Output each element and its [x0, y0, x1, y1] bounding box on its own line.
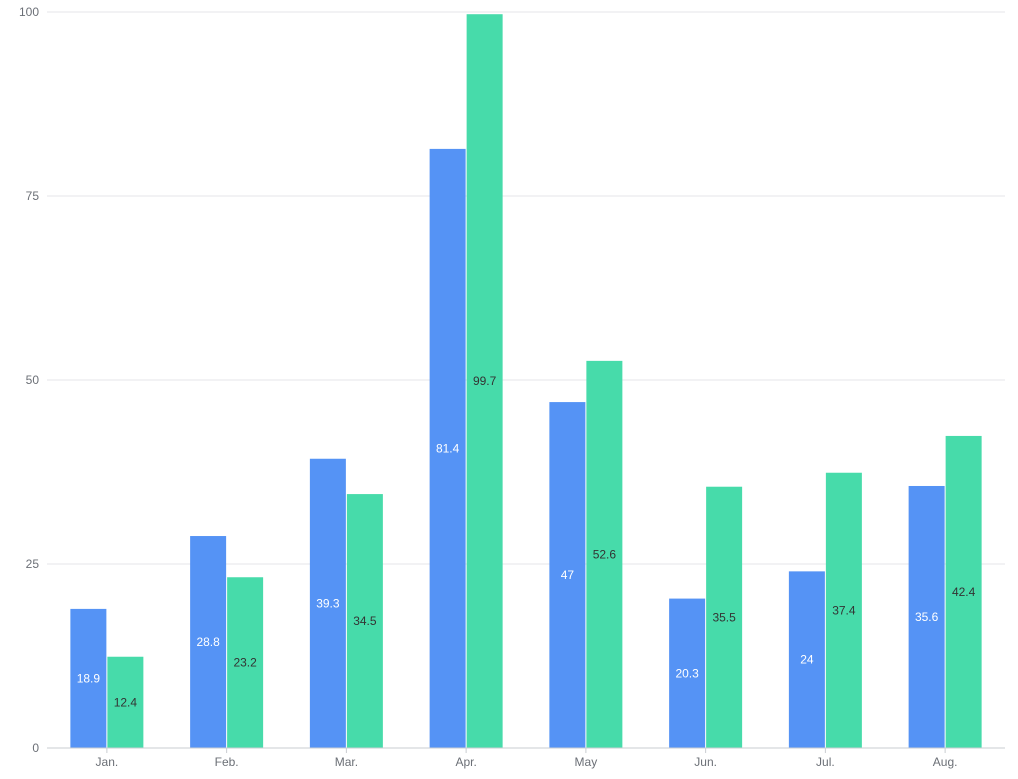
bar-series-1	[669, 598, 706, 748]
bar-series-2	[107, 656, 144, 748]
bar-series-2	[945, 435, 982, 748]
data-label: 47	[561, 568, 575, 582]
bar-series-2	[586, 360, 623, 748]
data-label: 35.6	[915, 610, 939, 624]
bar-series-1	[549, 402, 586, 748]
data-label: 35.5	[712, 610, 736, 624]
y-tick-label: 100	[19, 5, 39, 19]
x-tick-label: Aug.	[933, 755, 958, 769]
x-axis: Jan. Feb. Mar. Apr. May Jun. Jul. Aug.	[47, 747, 1005, 769]
data-label: 81.4	[436, 441, 460, 455]
bar-series-1	[908, 485, 945, 748]
data-label: 42.4	[952, 585, 976, 599]
data-label: 28.8	[196, 635, 220, 649]
data-label: 24	[800, 653, 814, 667]
bar-series	[70, 14, 982, 748]
bar-series-2	[466, 14, 503, 748]
bar-series-1	[190, 536, 227, 748]
bar-series-1	[429, 148, 466, 748]
y-tick-label: 0	[32, 741, 39, 755]
x-tick-label: May	[575, 755, 598, 769]
x-tick-label: Jun.	[694, 755, 717, 769]
x-tick-label: Jul.	[816, 755, 835, 769]
data-label: 34.5	[353, 614, 377, 628]
bar-series-2	[227, 577, 264, 748]
bar-series-2	[825, 472, 862, 748]
y-axis: 0 25 50 75 100	[19, 5, 39, 755]
data-label: 52.6	[593, 547, 617, 561]
data-label: 20.3	[675, 666, 699, 680]
bar-series-2	[346, 494, 383, 748]
data-labels: 18.9 12.4 28.8 23.2 39.3 34.5 81.4 99.7 47 52.6 20…	[77, 374, 976, 709]
x-tick-label: Mar.	[335, 755, 358, 769]
bar-series-1	[70, 608, 107, 748]
data-label: 23.2	[233, 656, 257, 670]
x-tick-label: Feb.	[215, 755, 239, 769]
data-label: 39.3	[316, 596, 340, 610]
data-label: 37.4	[832, 603, 856, 617]
y-tick-label: 25	[26, 557, 40, 571]
bar-series-2	[706, 486, 743, 748]
x-tick-label: Jan.	[96, 755, 119, 769]
x-tick-label: Apr.	[455, 755, 476, 769]
y-tick-label: 50	[26, 373, 40, 387]
data-label: 12.4	[114, 695, 138, 709]
bar-series-1	[788, 571, 825, 748]
data-label: 18.9	[77, 671, 101, 685]
bar-series-1	[309, 458, 346, 748]
y-tick-label: 75	[26, 189, 40, 203]
data-label: 99.7	[473, 374, 497, 388]
